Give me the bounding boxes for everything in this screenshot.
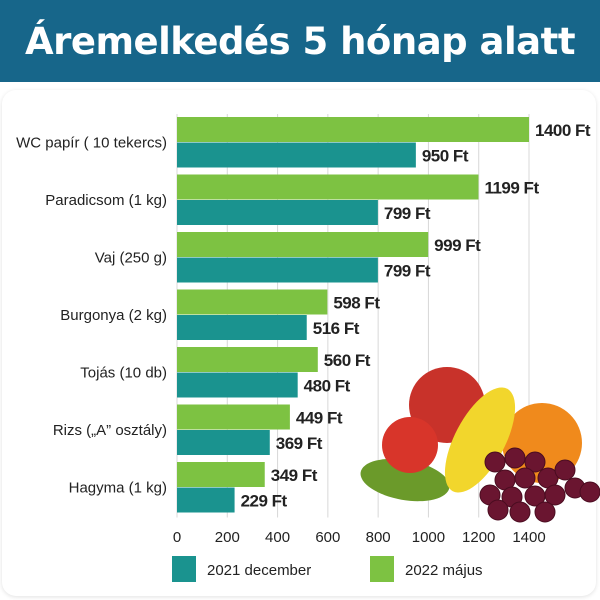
bar-2022-majus — [177, 117, 529, 142]
bar-2021-december — [177, 257, 378, 283]
legend-label: 2021 december — [207, 562, 311, 579]
data-label: 799 Ft — [384, 204, 431, 223]
category-label: Burgonya (2 kg) — [60, 307, 167, 324]
data-label: 560 Ft — [324, 351, 371, 370]
grape — [524, 451, 546, 473]
legend-swatch — [370, 556, 394, 582]
x-tick-label: 400 — [265, 529, 290, 546]
chart-title: Áremelkedés 5 hónap alatt — [24, 19, 576, 63]
bar-2022-majus — [177, 174, 479, 200]
tomato — [382, 417, 438, 473]
data-label: 799 Ft — [384, 261, 431, 280]
x-tick-label: 600 — [315, 529, 340, 546]
category-label: WC papír ( 10 tekercs) — [16, 135, 167, 152]
x-tick-label: 1400 — [512, 529, 545, 546]
data-label: 516 Ft — [313, 319, 360, 338]
cucumber — [360, 458, 450, 502]
bar-2022-majus — [177, 232, 429, 257]
data-label: 369 Ft — [276, 434, 323, 453]
fruits-vegetables-illustration — [360, 367, 600, 523]
x-tick-label: 1000 — [412, 529, 445, 546]
grape — [554, 459, 576, 481]
bar-2021-december — [177, 142, 416, 168]
grape — [504, 447, 526, 469]
x-tick-label: 800 — [366, 529, 391, 546]
bar-2021-december — [177, 315, 307, 340]
data-label: 950 Ft — [422, 146, 469, 165]
category-label: Rizs („A” osztály) — [53, 422, 167, 439]
data-label: 1400 Ft — [535, 121, 591, 140]
corn — [444, 387, 516, 493]
legend-label: 2022 május — [405, 562, 483, 579]
bar-2022-majus — [177, 289, 328, 315]
bar-2022-majus — [177, 462, 265, 487]
data-label: 480 Ft — [304, 376, 351, 395]
bar-2021-december — [177, 487, 235, 513]
grape — [544, 484, 566, 506]
grape — [487, 499, 509, 521]
data-label: 349 Ft — [271, 466, 318, 485]
data-label: 229 Ft — [241, 491, 288, 510]
category-label: Vaj (250 g) — [95, 250, 167, 267]
bar-2022-majus — [177, 347, 318, 372]
grape — [514, 467, 536, 489]
bar-2021-december — [177, 372, 298, 398]
title-bar: Áremelkedés 5 hónap alatt — [0, 0, 600, 82]
bar-2021-december — [177, 200, 378, 225]
category-label: Paradicsom (1 kg) — [45, 192, 167, 209]
legend-swatch — [172, 556, 196, 582]
x-tick-label: 0 — [173, 529, 181, 546]
bar-2021-december — [177, 430, 270, 455]
grape — [534, 501, 556, 523]
grape — [579, 481, 600, 503]
data-label: 1199 Ft — [484, 178, 539, 197]
x-tick-label: 1200 — [462, 529, 495, 546]
category-label: Hagyma (1 kg) — [69, 480, 167, 497]
bar-2022-majus — [177, 404, 290, 430]
data-label: 999 Ft — [434, 236, 481, 255]
category-label: Tojás (10 db) — [80, 365, 167, 382]
grape — [484, 451, 506, 473]
grapes — [479, 447, 600, 523]
data-label: 598 Ft — [333, 293, 380, 312]
grape — [509, 501, 531, 523]
x-tick-label: 200 — [215, 529, 240, 546]
data-label: 449 Ft — [296, 408, 343, 427]
